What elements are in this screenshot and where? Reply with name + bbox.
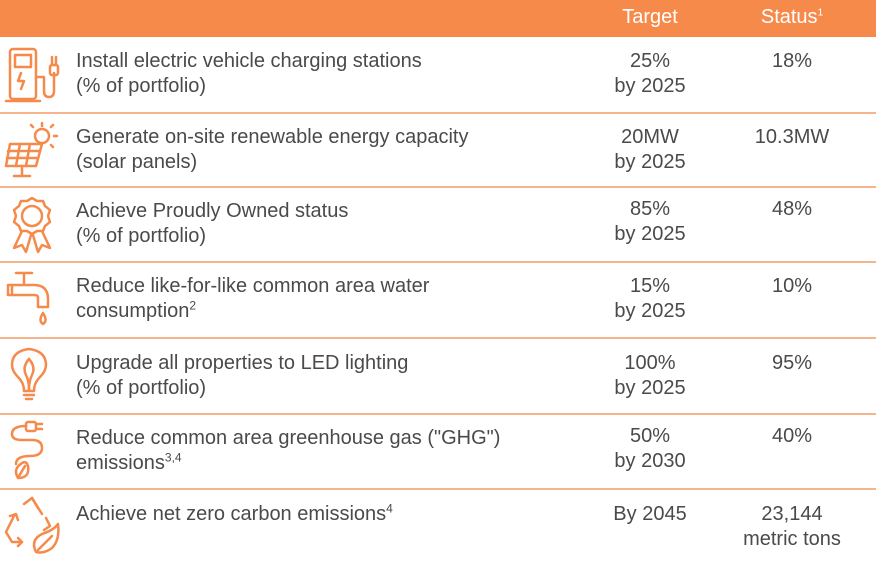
goal-text: Achieve net zero carbon emissions4	[76, 501, 393, 525]
footnote-marker: 2	[189, 298, 197, 313]
led-bulb-icon	[2, 345, 64, 407]
status-value: 48%	[771, 198, 813, 220]
target-value: By 2045	[613, 503, 687, 525]
table-row: Generate on-site renewable energy capaci…	[0, 114, 876, 188]
goal-text: Upgrade all properties to LED lighting (…	[76, 352, 409, 399]
table-header: Target Status1	[0, 0, 876, 37]
plug-leaf-icon	[2, 420, 64, 482]
recycle-leaf-icon	[2, 494, 64, 556]
solar-panel-icon	[2, 120, 64, 182]
status-value: 40%	[771, 425, 813, 447]
row-divider	[0, 186, 876, 188]
row-divider	[0, 413, 876, 415]
table-row: Upgrade all properties to LED lighting (…	[0, 339, 876, 415]
goal-text: Generate on-site renewable energy capaci…	[76, 126, 469, 173]
table-row: Achieve net zero carbon emissions4 By 20…	[0, 490, 876, 567]
table-row: Reduce like-for-like common area water c…	[0, 263, 876, 339]
ev-charger-icon	[2, 43, 64, 105]
target-column-header: Target	[622, 6, 678, 28]
status-value: 10%	[771, 275, 813, 297]
target-value: 25% by 2025	[614, 50, 686, 97]
goal-text: Achieve Proudly Owned status (% of portf…	[76, 200, 349, 247]
status-footnote: 1	[817, 7, 824, 19]
row-divider	[0, 261, 876, 263]
goal-text: Reduce like-for-like common area water c…	[76, 275, 430, 322]
target-value: 100% by 2025	[614, 352, 686, 399]
award-ribbon-icon	[2, 194, 64, 256]
row-divider	[0, 488, 876, 490]
target-value: 20MW by 2025	[614, 126, 686, 173]
status-value: 18%	[771, 50, 813, 72]
table-row: Reduce common area greenhouse gas ("GHG"…	[0, 415, 876, 490]
target-value: 85% by 2025	[614, 198, 686, 245]
row-divider	[0, 112, 876, 114]
table-row: Achieve Proudly Owned status (% of portf…	[0, 188, 876, 263]
row-divider	[0, 337, 876, 339]
status-value: 23,144 metric tons	[743, 503, 841, 550]
status-column-header: Status1	[760, 6, 824, 28]
target-value: 15% by 2025	[614, 275, 686, 322]
footnote-marker: 4	[386, 501, 393, 516]
goal-text: Install electric vehicle charging statio…	[76, 50, 422, 97]
status-value: 95%	[771, 352, 813, 374]
water-faucet-icon	[2, 269, 64, 331]
goal-text: Reduce common area greenhouse gas ("GHG"…	[76, 427, 501, 474]
target-value: 50% by 2030	[614, 425, 686, 472]
table-row: Install electric vehicle charging statio…	[0, 37, 876, 114]
footnote-marker: 3,4	[164, 450, 182, 465]
status-value: 10.3MW	[754, 126, 830, 148]
